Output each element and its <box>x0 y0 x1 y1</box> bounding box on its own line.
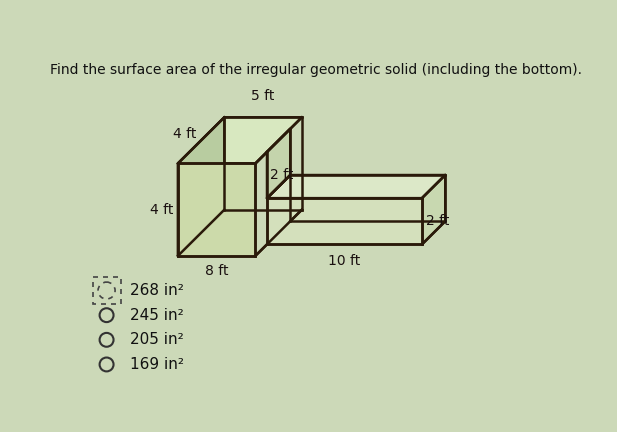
Text: 2 ft: 2 ft <box>426 214 449 228</box>
Text: 205 in²: 205 in² <box>130 332 184 347</box>
Polygon shape <box>267 175 445 198</box>
Text: 2 ft: 2 ft <box>270 168 294 182</box>
Polygon shape <box>267 129 290 198</box>
Polygon shape <box>178 163 255 256</box>
Text: 4 ft: 4 ft <box>173 127 196 141</box>
Text: 268 in²: 268 in² <box>130 283 184 298</box>
Polygon shape <box>178 118 302 163</box>
Text: 8 ft: 8 ft <box>205 264 228 278</box>
Text: 5 ft: 5 ft <box>252 89 275 103</box>
Polygon shape <box>267 198 422 245</box>
Polygon shape <box>178 118 225 256</box>
Text: 245 in²: 245 in² <box>130 308 184 323</box>
Text: Find the surface area of the irregular geometric solid (including the bottom).: Find the surface area of the irregular g… <box>50 63 582 76</box>
Text: 4 ft: 4 ft <box>150 203 173 217</box>
Text: 169 in²: 169 in² <box>130 357 184 372</box>
Text: 10 ft: 10 ft <box>328 254 360 267</box>
Polygon shape <box>422 175 445 245</box>
Polygon shape <box>267 175 290 198</box>
